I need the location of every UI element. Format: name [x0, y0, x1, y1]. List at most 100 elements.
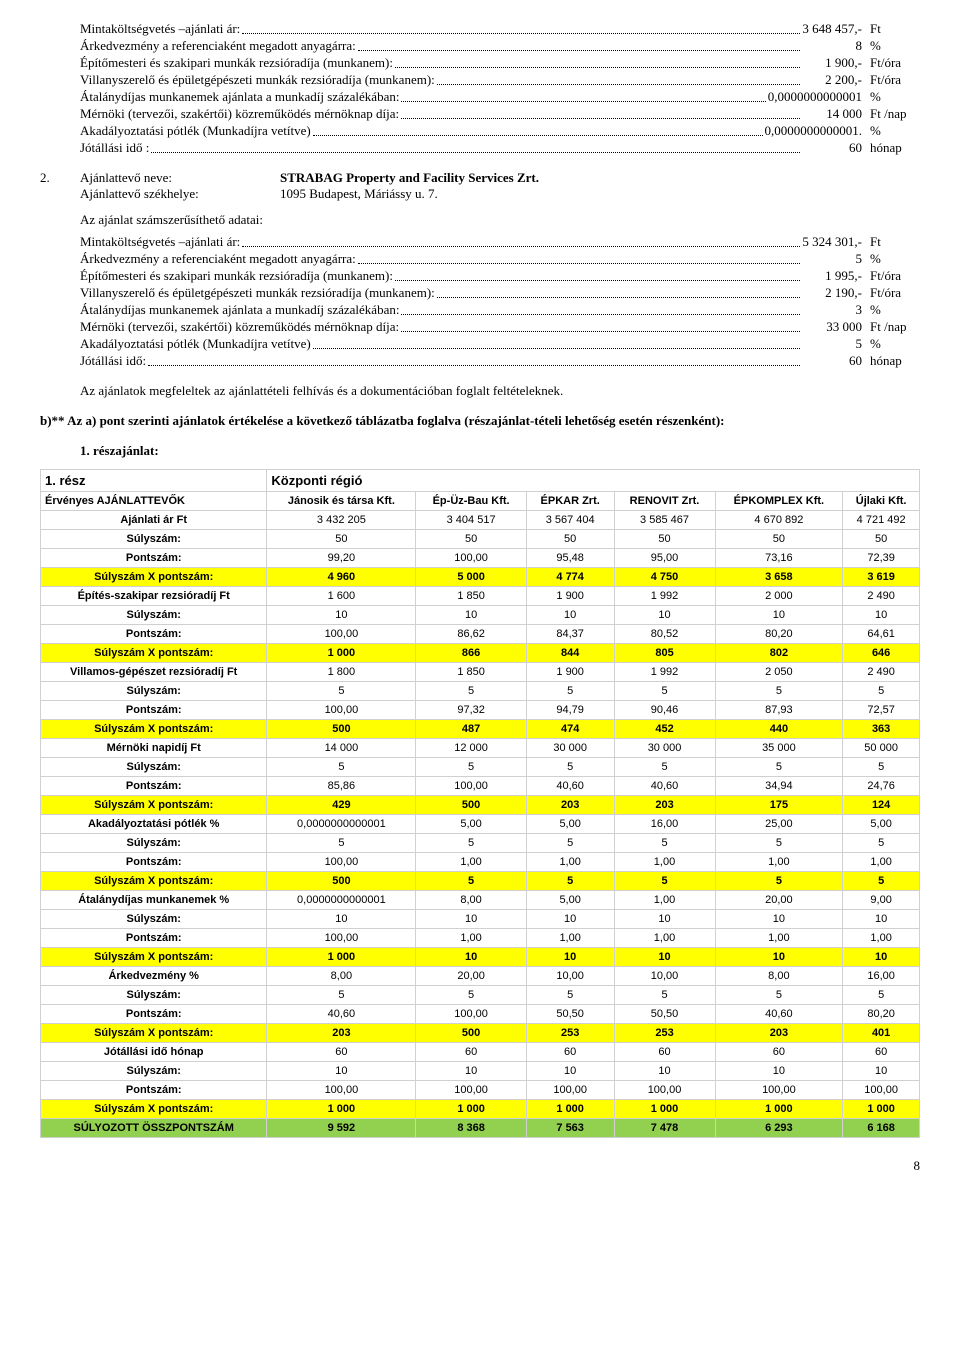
- line-unit: %: [862, 302, 920, 318]
- line-item: Átalánydíjas munkanemek ajánlata a munka…: [80, 302, 920, 318]
- score-row: Pontszám:100,00100,00100,00100,00100,001…: [41, 1081, 920, 1100]
- line-item: Villanyszerelő és épületgépészeti munkák…: [80, 72, 920, 88]
- line-label: Átalánydíjas munkanemek ajánlata a munka…: [80, 302, 399, 318]
- line-value: 1 900,-: [802, 55, 862, 71]
- line-label: Jótállási idő:: [80, 353, 146, 369]
- bidder-num: 2.: [40, 170, 80, 186]
- weight-row: Súlyszám:101010101010: [41, 1062, 920, 1081]
- line-unit: hónap: [862, 140, 920, 156]
- bidder-name-label: Ajánlattevő neve:: [80, 170, 280, 186]
- line-unit: Ft/óra: [862, 268, 920, 284]
- line-unit: Ft /nap: [862, 106, 920, 122]
- line-value: 60: [802, 140, 862, 156]
- weight-row: Súlyszám:555555: [41, 834, 920, 853]
- weight-row: Súlyszám:101010101010: [41, 606, 920, 625]
- line-value: 33 000: [802, 319, 862, 335]
- line-unit: Ft: [862, 21, 920, 37]
- line-unit: %: [862, 251, 920, 267]
- bidder-seat-label: Ajánlattevő székhelye:: [80, 186, 280, 202]
- line-unit: Ft/óra: [862, 285, 920, 301]
- weight-row: Súlyszám:555555: [41, 986, 920, 1005]
- line-item: Árkedvezmény a referenciaként megadott a…: [80, 38, 920, 54]
- line-item: Akadályoztatási pótlék (Munkadíjra vetít…: [80, 123, 920, 139]
- line-value: 5 324 301,-: [802, 234, 862, 250]
- line-value: 2 200,-: [802, 72, 862, 88]
- weighted-score-row: Súlyszám X pontszám:203500253253203401: [41, 1024, 920, 1043]
- criterion-row: Mérnöki napidíj Ft14 00012 00030 00030 0…: [41, 739, 920, 758]
- line-label: Árkedvezmény a referenciaként megadott a…: [80, 38, 356, 54]
- line-item: Villanyszerelő és épületgépészeti munkák…: [80, 285, 920, 301]
- line-label: Árkedvezmény a referenciaként megadott a…: [80, 251, 356, 267]
- total-row: SÚLYOZOTT ÖSSZPONTSZÁM9 5928 3687 5637 4…: [41, 1119, 920, 1138]
- line-value: 3 648 457,-: [802, 21, 862, 37]
- line-label: Átalánydíjas munkanemek ajánlata a munka…: [80, 89, 399, 105]
- line-item: Jótállási idő : 60hónap: [80, 140, 920, 156]
- weight-row: Súlyszám:555555: [41, 758, 920, 777]
- weighted-score-row: Súlyszám X pontszám:1 0001 0001 0001 000…: [41, 1100, 920, 1119]
- weight-row: Súlyszám:555555: [41, 682, 920, 701]
- line-value: 5: [802, 251, 862, 267]
- criterion-row: Ajánlati ár Ft3 432 2053 404 5173 567 40…: [41, 511, 920, 530]
- line-item: Mintaköltségvetés –ajánlati ár: 3 648 457…: [80, 21, 920, 37]
- score-row: Pontszám:99,20100,0095,4895,0073,1672,39: [41, 549, 920, 568]
- criterion-row: Jótállási idő hónap606060606060: [41, 1043, 920, 1062]
- weight-row: Súlyszám:505050505050: [41, 530, 920, 549]
- line-label: Mérnöki (tervezői, szakértői) közreműköd…: [80, 106, 399, 122]
- score-row: Pontszám:40,60100,0050,5050,5040,6080,20: [41, 1005, 920, 1024]
- line-unit: Ft /nap: [862, 319, 920, 335]
- line-item: Építőmesteri és szakipari munkák rezsiór…: [80, 268, 920, 284]
- line-value: 5: [802, 336, 862, 352]
- line-item: Árkedvezmény a referenciaként megadott a…: [80, 251, 920, 267]
- weight-row: Súlyszám:101010101010: [41, 910, 920, 929]
- part-label: 1. részajánlat:: [80, 443, 920, 459]
- weighted-score-row: Súlyszám X pontszám:1 0001010101010: [41, 948, 920, 967]
- line-item: Mérnöki (tervezői, szakértői) közreműköd…: [80, 106, 920, 122]
- paragraph-eval: b)** Az a) pont szerinti ajánlatok érték…: [40, 413, 920, 429]
- score-row: Pontszám:100,0097,3294,7990,4687,9372,57: [41, 701, 920, 720]
- block2: Mintaköltségvetés –ajánlati ár: 5 324 301…: [40, 234, 920, 369]
- block2-title: Az ajánlat számszerűsíthető adatai:: [80, 212, 920, 228]
- line-label: Akadályoztatási pótlék (Munkadíjra vetít…: [80, 123, 311, 139]
- line-item: Építőmesteri és szakipari munkák rezsiór…: [80, 55, 920, 71]
- line-label: Mintaköltségvetés –ajánlati ár:: [80, 21, 240, 37]
- page-number: 8: [40, 1158, 920, 1174]
- line-label: Mintaköltségvetés –ajánlati ár:: [80, 234, 240, 250]
- score-row: Pontszám:100,0086,6284,3780,5280,2064,61: [41, 625, 920, 644]
- score-row: Pontszám:85,86100,0040,6040,6034,9424,76: [41, 777, 920, 796]
- line-value: 0,0000000000001.: [765, 123, 863, 139]
- line-label: Jótállási idő :: [80, 140, 149, 156]
- region-row: 1. részKözponti régió: [41, 470, 920, 492]
- weighted-score-row: Súlyszám X pontszám:1 000866844805802646: [41, 644, 920, 663]
- criterion-row: Akadályoztatási pótlék %0,00000000000015…: [41, 815, 920, 834]
- score-row: Pontszám:100,001,001,001,001,001,00: [41, 853, 920, 872]
- line-value: 0,0000000000001: [768, 89, 862, 105]
- line-unit: hónap: [862, 353, 920, 369]
- line-value: 2 190,-: [802, 285, 862, 301]
- line-unit: %: [862, 89, 920, 105]
- line-item: Jótállási idő: 60hónap: [80, 353, 920, 369]
- weighted-score-row: Súlyszám X pontszám:50055555: [41, 872, 920, 891]
- line-unit: Ft/óra: [862, 72, 920, 88]
- line-unit: %: [862, 123, 920, 139]
- criterion-row: Átalánydíjas munkanemek %0,0000000000001…: [41, 891, 920, 910]
- line-label: Villanyszerelő és épületgépészeti munkák…: [80, 72, 435, 88]
- line-unit: %: [862, 38, 920, 54]
- criterion-row: Árkedvezmény %8,0020,0010,0010,008,0016,…: [41, 967, 920, 986]
- line-item: Mérnöki (tervezői, szakértői) közreműköd…: [80, 319, 920, 335]
- paragraph-compliance: Az ajánlatok megfeleltek az ajánlattétel…: [80, 383, 920, 399]
- scoring-table: 1. részKözponti régióÉrvényes AJÁNLATTEV…: [40, 469, 920, 1138]
- criterion-row: Építés-szakipar rezsióradíj Ft1 6001 850…: [41, 587, 920, 606]
- bidder-name-value: STRABAG Property and Facility Services Z…: [280, 170, 539, 186]
- criterion-row: Villamos-gépészet rezsióradíj Ft1 8001 8…: [41, 663, 920, 682]
- bidder-seat-value: 1095 Budapest, Máriássy u. 7.: [280, 186, 438, 202]
- line-value: 14 000: [802, 106, 862, 122]
- line-item: Átalánydíjas munkanemek ajánlata a munka…: [80, 89, 920, 105]
- block1: Mintaköltségvetés –ajánlati ár: 3 648 457…: [40, 21, 920, 156]
- line-item: Mintaköltségvetés –ajánlati ár: 5 324 301…: [80, 234, 920, 250]
- line-value: 60: [802, 353, 862, 369]
- line-value: 1 995,-: [802, 268, 862, 284]
- line-label: Villanyszerelő és épületgépészeti munkák…: [80, 285, 435, 301]
- bidder-header-row: Érvényes AJÁNLATTEVŐKJánosik és társa Kf…: [41, 492, 920, 511]
- line-value: 8: [802, 38, 862, 54]
- weighted-score-row: Súlyszám X pontszám:429500203203175124: [41, 796, 920, 815]
